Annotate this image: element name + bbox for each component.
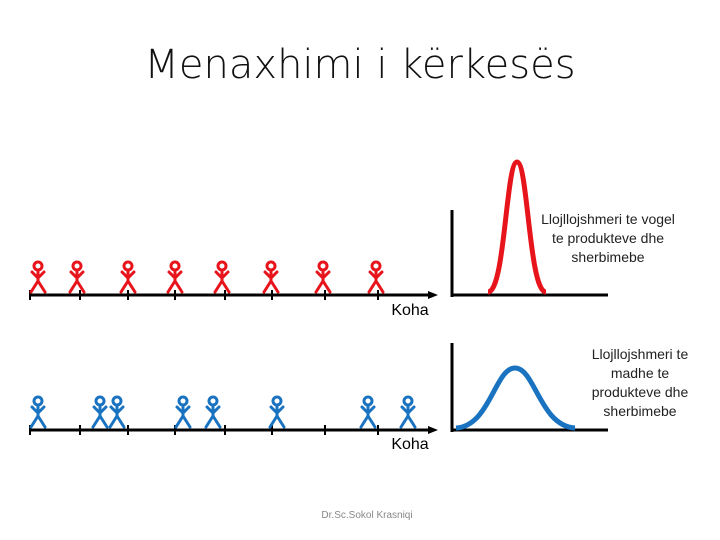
slide-title: Menaxhimi i kërkesës — [144, 42, 576, 88]
timeline-arrow — [428, 426, 438, 434]
person-body — [91, 403, 109, 429]
timeline-arrow — [428, 291, 438, 299]
wide-curve — [455, 365, 576, 431]
person — [314, 260, 332, 294]
person — [174, 395, 192, 429]
person — [29, 260, 47, 294]
person-body — [262, 268, 280, 294]
narrow-curve — [486, 159, 548, 295]
person-body — [399, 403, 417, 429]
person-body — [29, 268, 47, 294]
panel-label: Llojllojshmeri te vogel te produkteve dh… — [541, 211, 675, 265]
person-body — [359, 403, 377, 429]
person-body — [166, 268, 184, 294]
person-body — [68, 268, 86, 294]
person-body — [367, 268, 385, 294]
person-body — [213, 268, 231, 294]
person — [359, 395, 377, 429]
person — [68, 260, 86, 294]
person — [213, 260, 231, 294]
person — [399, 395, 417, 429]
person — [91, 395, 109, 429]
person — [108, 395, 126, 429]
axis-label: Koha — [391, 436, 429, 453]
person — [367, 260, 385, 294]
person-body — [108, 403, 126, 429]
top-panel — [450, 159, 608, 297]
person — [262, 260, 280, 294]
person-body — [314, 268, 332, 294]
person-body — [119, 268, 137, 294]
footer: Dr.Sc.Sokol Krasniqi — [321, 510, 413, 521]
person — [166, 260, 184, 294]
person — [204, 395, 222, 429]
person-body — [268, 403, 286, 429]
axis-label: Koha — [391, 302, 429, 319]
panel-label: Llojllojshmeri te madhe te produkteve dh… — [591, 346, 689, 419]
person-body — [204, 403, 222, 429]
person-body — [29, 403, 47, 429]
person — [119, 260, 137, 294]
bottom-panel — [450, 343, 608, 432]
person — [29, 395, 47, 429]
person-body — [174, 403, 192, 429]
person — [268, 395, 286, 429]
